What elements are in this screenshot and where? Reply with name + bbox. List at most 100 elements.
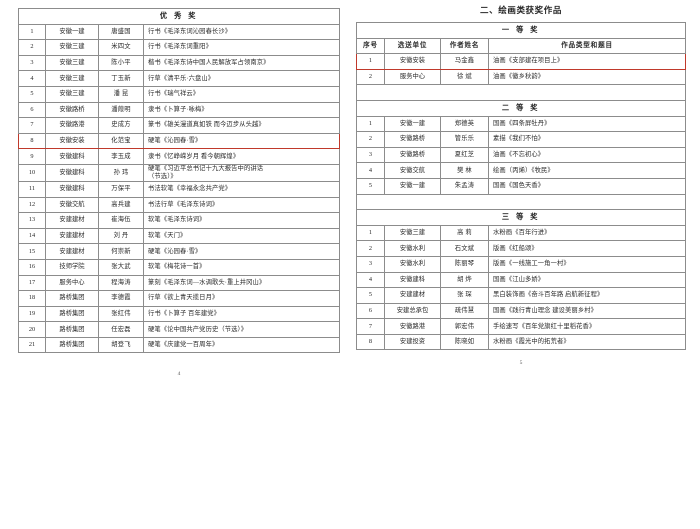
column-header-work: 作品类型和题目 [488, 37, 686, 55]
table-row: 16 技师学院 张大武 软笔《梅花诗一首》 [18, 258, 340, 276]
table-row: 7 安徽路港 郭宏伟 手绘速写《百年党旗红十里稻花香》 [356, 318, 686, 335]
cell-index: 1 [356, 224, 385, 242]
cell-index: 21 [18, 336, 46, 354]
cell-author: 朱孟涛 [440, 177, 489, 195]
cell-index: 2 [356, 68, 385, 86]
cell-work: 硬笔《庆建党一百周年》 [143, 336, 340, 354]
cell-work: 硬笔《沁园春·雪》 [143, 243, 340, 260]
cell-author: 陈晓如 [440, 333, 489, 351]
cell-work: 版画《红船颂》 [488, 240, 686, 257]
cell-unit: 安徽建科 [384, 271, 441, 289]
cell-work: 油画《不忘初心》 [488, 146, 686, 164]
table-row: 2 安徽水利 石文斌 版画《红船颂》 [356, 240, 686, 257]
table-row: 2 安徽路桥 管乐乐 素描《我们不怕》 [356, 131, 686, 148]
cell-unit: 技师学院 [45, 258, 99, 276]
cell-unit: 安徽水利 [384, 255, 441, 273]
award-section-title: 一 等 奖 [356, 22, 686, 39]
table-row: 13 安建建材 崔海伍 软笔《毛泽东诗词》 [18, 212, 340, 229]
cell-work: 篆书《雄关漫道真如铁 而今迈步从头越》 [143, 117, 340, 134]
cell-author: 高 莉 [440, 224, 489, 242]
table-row: 12 安徽交航 高兵建 书法行草《毛泽东诗词》 [18, 196, 340, 214]
table-row: 5 安徽一建 朱孟涛 国画《国色天香》 [356, 177, 686, 195]
cell-index: 2 [356, 240, 385, 257]
cell-work: 国画《践行青山理念 建设美丽乡村》 [488, 302, 686, 320]
cell-author: 刘 丹 [98, 227, 144, 245]
cell-work: 软笔《毛泽东诗词》 [143, 212, 340, 229]
cell-unit: 安徽建科 [45, 180, 99, 198]
cell-unit: 安徽三建 [45, 54, 99, 72]
cell-work: 行书《毛泽东词重阳》 [143, 39, 340, 56]
cell-work: 硬笔《沁园春·雪》 [143, 132, 340, 150]
cell-index: 12 [18, 196, 46, 214]
cell-work: 水粉画《霞光中的拓荒者》 [488, 333, 686, 351]
table-row: 8 安建投资 陈晓如 水粉画《霞光中的拓荒者》 [356, 333, 686, 351]
cell-unit: 安建建材 [45, 227, 99, 245]
cell-unit: 安徽路桥 [384, 146, 441, 164]
cell-unit: 路桥集团 [45, 305, 99, 323]
table-row: 4 安徽建科胡 烨国画《江山多娇》 [356, 271, 686, 289]
cell-unit: 路桥集团 [45, 290, 99, 307]
cell-author: 崔海伍 [98, 212, 144, 229]
cell-index: 8 [356, 333, 385, 351]
cell-unit: 服务中心 [384, 68, 441, 86]
cell-unit: 安徽建科 [45, 148, 99, 165]
cell-author: 任宏磊 [98, 321, 144, 338]
cell-work: 硬笔《论中国共产党历史（节选）》 [143, 321, 340, 338]
cell-index: 13 [18, 212, 46, 229]
cell-author: 陈小平 [98, 54, 144, 72]
table-spacer-cell [356, 193, 686, 211]
cell-work: 硬笔《习近平总书记十九大报告中的讲话 （节选）》 [143, 163, 340, 182]
cell-author: 何崇新 [98, 243, 144, 260]
cell-author: 李玉成 [98, 148, 144, 165]
column-header-author: 作者姓名 [440, 37, 489, 55]
cell-unit: 安徽安装 [384, 53, 441, 70]
cell-author: 樊 林 [440, 162, 489, 179]
cell-author: 管乐乐 [440, 131, 489, 148]
page-number-left: 4 [177, 371, 181, 378]
table-row: 4 安徽交航樊 林绘画（丙烯）《牧民》 [356, 162, 686, 179]
cell-work: 行书《毛泽东词沁园春长沙》 [143, 23, 340, 41]
cell-unit: 安徽三建 [45, 85, 99, 103]
document-page-left: 优 秀 奖 1 安徽一建 唐盛国 行书《毛泽东词沁园春长沙》 2 安徽三建 米四文 行书《毛泽东… [18, 8, 340, 378]
cell-work: 素描《我们不怕》 [488, 131, 686, 148]
cell-work: 黑白装饰画《奋斗百年路 启航新征程》 [488, 287, 686, 304]
cell-index: 1 [356, 53, 385, 70]
cell-unit: 安徽安装 [45, 132, 99, 150]
cell-index: 5 [356, 287, 385, 304]
cell-author: 马金鑫 [440, 53, 489, 70]
cell-index: 5 [356, 177, 385, 195]
table-row: 9 安徽建科 李玉成 隶书《忆峥嵘岁月 看今朝辉煌》 [18, 148, 340, 165]
cell-unit: 安徽三建 [45, 70, 99, 87]
cell-work: 油画《徽乡秋韵》 [488, 68, 686, 86]
cell-index: 6 [18, 101, 46, 119]
cell-index: 5 [18, 85, 46, 103]
cell-index: 3 [356, 146, 385, 164]
cell-index: 15 [18, 243, 46, 260]
cell-index: 4 [356, 162, 385, 179]
cell-author: 张 琛 [440, 287, 489, 304]
table-row: 5 安建建材张 琛黑白装饰画《奋斗百年路 启航新征程》 [356, 287, 686, 304]
cell-work: 行书《卜算子 百年建党》 [143, 305, 340, 323]
cell-index: 19 [18, 305, 46, 323]
cell-author: 胡登飞 [98, 336, 144, 354]
cell-unit: 路桥集团 [45, 321, 99, 338]
cell-work: 软笔《梅花诗一首》 [143, 258, 340, 276]
cell-unit: 安建建材 [384, 287, 441, 304]
cell-index: 18 [18, 290, 46, 307]
table-row: 1 安徽一建 郑德英 国画《四条屏牡丹》 [356, 115, 686, 133]
table-row: 14 安建建材刘 丹软笔《天门》 [18, 227, 340, 245]
cell-author: 陈丽琴 [440, 255, 489, 273]
cell-unit: 安徽建科 [45, 163, 99, 182]
cell-work: 隶书《卜算子·咏梅》 [143, 101, 340, 119]
cell-work: 篆刻《毛泽东词—水调歌头·重上井冈山》 [143, 274, 340, 292]
document-page-right: 二、绘画类获奖作品 一 等 奖序号 选送单位 作者姓名 作品类型和题目 1 安徽安装 马金鑫… [350, 0, 700, 529]
award-section-header-row: 三 等 奖 [356, 209, 686, 226]
table-row: 5 安徽三建潘 昆行书《瑞气祥云》 [18, 85, 340, 103]
cell-unit: 安徽路桥 [45, 101, 99, 119]
page-number-right: 5 [519, 360, 523, 367]
cell-index: 9 [18, 148, 46, 165]
painting-section-title: 二、绘画类获奖作品 [480, 5, 562, 15]
table-row: 7 安徽路港 史成方 篆书《雄关漫道真如铁 而今迈步从头越》 [18, 117, 340, 134]
cell-unit: 安建总承包 [384, 302, 441, 320]
table-row: 3 安徽三建 陈小平 楷书《毛泽东诗中国人民解放军占领南京》 [18, 54, 340, 72]
